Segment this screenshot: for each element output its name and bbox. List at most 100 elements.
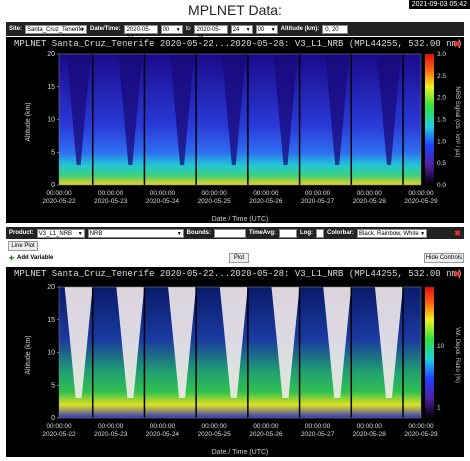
- colorbar-tick-label: 1.5: [437, 117, 446, 124]
- close-icon[interactable]: ✖: [453, 269, 461, 279]
- colorbar-label: Colorbar:: [327, 230, 355, 236]
- colorbar-tick-label: 1.0: [437, 138, 446, 145]
- variable-select[interactable]: NRB: [87, 228, 184, 238]
- y-tick-label: 10: [47, 350, 55, 357]
- x-tick-time: 00:00:00: [201, 190, 227, 197]
- daytime-noise-cone: [116, 287, 145, 398]
- daytime-noise-cone: [323, 287, 352, 398]
- plot1-title: MPLNET Santa_Cruz_Tenerife 2020-05-22...…: [14, 39, 463, 49]
- daytime-noise-cone: [376, 54, 401, 165]
- x-tick-time: 00:00:00: [46, 423, 72, 430]
- log-checkbox[interactable]: [316, 228, 325, 238]
- x-tick-date: 2020-05-28: [353, 431, 387, 438]
- plot2-colorbar-label: Vol. Depol. Ratio (%): [454, 327, 460, 383]
- x-tick-time: 00:00:00: [253, 190, 279, 197]
- x-tick-time: 00:00:00: [150, 190, 176, 197]
- hide-controls-button[interactable]: Hide Controls: [424, 253, 464, 263]
- daytime-noise-cone: [325, 54, 350, 165]
- altitude-input[interactable]: 0, 20: [322, 24, 349, 34]
- date-from-input[interactable]: 2020-05-22: [123, 24, 158, 41]
- x-tick-time: 00:00:00: [98, 423, 124, 430]
- add-icon[interactable]: ✚: [9, 255, 15, 262]
- x-tick-date: 2020-05-26: [249, 198, 283, 205]
- plot2-title: MPLNET Santa_Cruz_Tenerife 2020-05-22...…: [14, 269, 463, 279]
- minute-to-select[interactable]: 00: [255, 24, 278, 34]
- plot2-ylabel: Altitude (km): [25, 335, 32, 374]
- colorbar-select[interactable]: Black, Rainbow, White: [357, 228, 428, 238]
- colorbar-tick-label: 0.5: [437, 160, 446, 167]
- log-label: Log:: [300, 230, 314, 236]
- x-tick-time: 00:00:00: [408, 423, 434, 430]
- plot2-colorbar: [425, 287, 434, 418]
- daytime-noise-cone: [66, 54, 91, 165]
- daytime-noise-cone: [273, 54, 298, 165]
- x-tick-time: 00:00:00: [357, 190, 383, 197]
- product-label: Product:: [9, 230, 34, 236]
- plot2-xlabel: Date / Time (UTC): [212, 449, 269, 456]
- query-controls-bar: Site: Santa_Cruz_Tenerife Date/Time: 202…: [6, 22, 464, 41]
- product-select[interactable]: V3_L1_NRB: [36, 228, 85, 238]
- x-tick-date: 2020-05-26: [249, 431, 283, 438]
- add-variable-link[interactable]: Add Variable: [17, 255, 54, 261]
- x-tick-time: 00:00:00: [305, 423, 331, 430]
- x-tick-date: 2020-05-22: [42, 198, 76, 205]
- nrb-plot-panel: MPLNET Santa_Cruz_Tenerife 2020-05-22...…: [6, 37, 464, 223]
- to-label: to: [185, 26, 191, 32]
- x-tick-time: 00:00:00: [98, 190, 124, 197]
- close-icon[interactable]: ✖: [453, 39, 461, 49]
- colorbar-tick-label: 0.0: [437, 182, 446, 189]
- plot1-ylabel: Altitude (km): [25, 102, 32, 141]
- x-tick-date: 2020-05-28: [353, 198, 387, 205]
- colorbar-tick-label: 10: [437, 343, 445, 350]
- colorbar-tick-label: 1: [437, 405, 441, 412]
- x-tick-time: 00:00:00: [201, 423, 227, 430]
- plot-button[interactable]: Plot: [229, 253, 249, 263]
- site-select[interactable]: Santa_Cruz_Tenerife: [25, 24, 88, 34]
- y-tick-label: 20: [47, 51, 55, 58]
- x-tick-date: 2020-05-22: [42, 431, 76, 438]
- timeavg-input[interactable]: [279, 228, 298, 238]
- y-tick-label: 20: [47, 284, 55, 291]
- daytime-noise-cone: [221, 54, 246, 165]
- bounds-input[interactable]: [214, 228, 246, 238]
- hour-from-select[interactable]: 00: [160, 24, 183, 34]
- y-tick-label: 5: [51, 382, 55, 389]
- y-tick-label: 0: [51, 415, 55, 422]
- x-tick-date: 2020-05-23: [94, 198, 128, 205]
- page-title: MPLNET Data:: [188, 2, 282, 18]
- colorbar-tick-label: 2.5: [437, 73, 446, 80]
- y-tick-label: 0: [51, 182, 55, 189]
- daytime-noise-cone: [170, 54, 195, 165]
- depol-plot-panel: MPLNET Santa_Cruz_Tenerife 2020-05-22...…: [6, 267, 464, 457]
- hour-to-select[interactable]: 24: [230, 24, 253, 34]
- plot1-colorbar: [425, 54, 434, 185]
- close-variable-icon[interactable]: ✖: [454, 228, 461, 238]
- site-label: Site:: [9, 26, 23, 32]
- x-tick-date: 2020-05-23: [94, 431, 128, 438]
- daytime-noise-cone: [64, 287, 93, 398]
- date-to-input[interactable]: 2020-05-28: [193, 24, 228, 41]
- datetime-label: Date/Time:: [90, 26, 121, 32]
- y-tick-label: 10: [47, 117, 55, 124]
- x-tick-date: 2020-05-24: [146, 431, 180, 438]
- daytime-noise-cone: [219, 287, 248, 398]
- bounds-label: Bounds:: [186, 230, 211, 236]
- x-tick-date: 2020-05-25: [198, 198, 232, 205]
- x-tick-time: 00:00:00: [357, 423, 383, 430]
- variable-controls-bar: Product: V3_L1_NRB NRB Bounds: TimeAvg: …: [6, 227, 464, 239]
- x-tick-date: 2020-05-25: [198, 431, 232, 438]
- timeavg-label: TimeAvg:: [249, 230, 277, 236]
- x-tick-time: 00:00:00: [305, 190, 331, 197]
- x-tick-time: 00:00:00: [408, 190, 434, 197]
- y-tick-label: 15: [47, 84, 55, 91]
- line-plot-button[interactable]: Line Plot: [8, 241, 38, 251]
- altitude-label: Altitude (km):: [280, 26, 320, 32]
- plot1-xlabel: Date / Time (UTC): [212, 216, 269, 223]
- x-tick-date: 2020-05-27: [301, 198, 335, 205]
- daytime-noise-cone: [271, 287, 300, 398]
- colorbar-tick-label: 2.0: [437, 95, 446, 102]
- daytime-noise-cone: [374, 287, 403, 398]
- plot1-colorbar-label: NRB Signal (cts · km² / µs): [454, 86, 460, 157]
- y-tick-label: 5: [51, 149, 55, 156]
